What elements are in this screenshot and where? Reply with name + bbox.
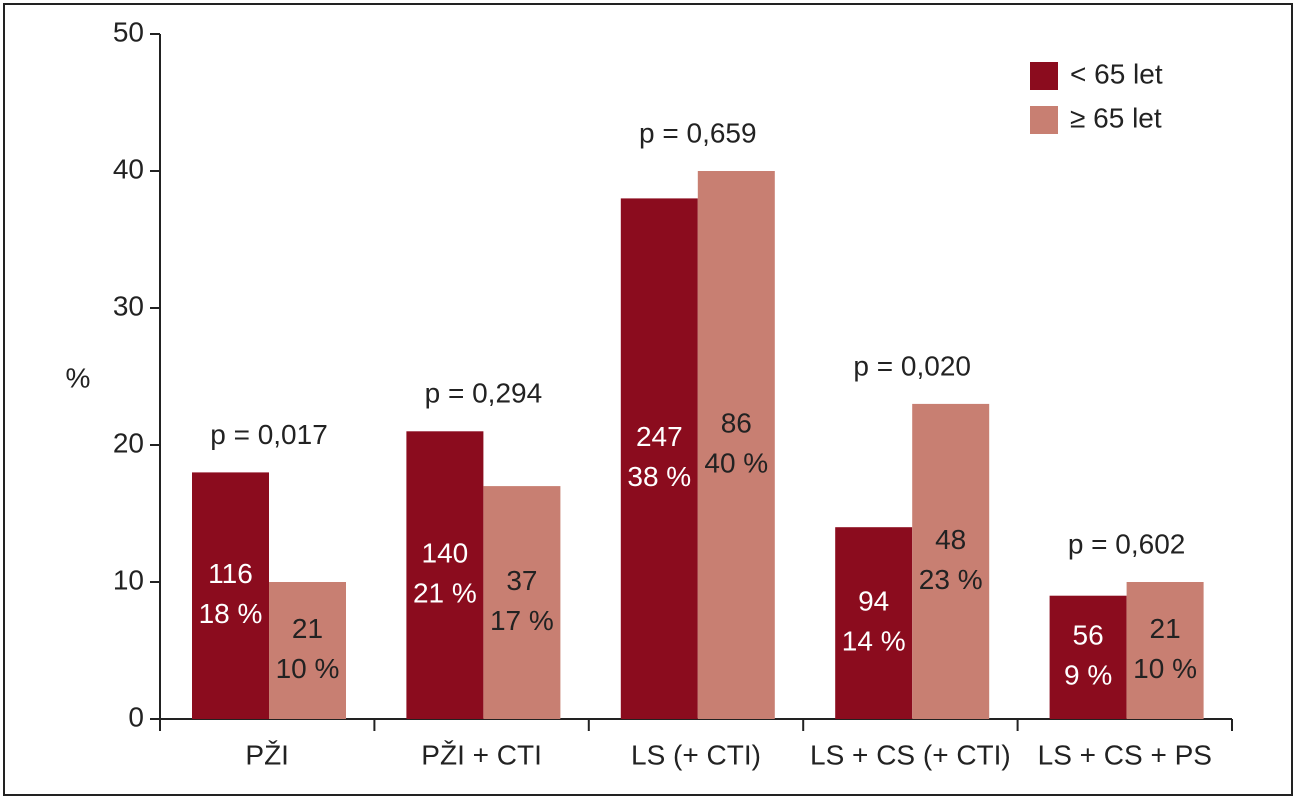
bar [620,198,698,719]
y-tick-label: 20 [113,427,144,458]
legend-swatch [1030,106,1058,134]
bar [912,403,990,719]
y-tick-label: 0 [128,701,144,732]
p-value: p = 0,659 [639,117,757,148]
bar [1126,582,1204,719]
legend-swatch [1030,62,1058,90]
value-label: 10 % [276,653,340,684]
count-label: 247 [636,421,683,452]
bar [192,472,269,719]
x-tick-label: PŽI + CTI [421,739,542,770]
value-label: 9 % [1064,660,1112,691]
bar [697,171,775,719]
y-tick-label: 30 [113,290,144,321]
value-label: 38 % [627,461,691,492]
frame [3,3,1293,796]
legend-label: < 65 let [1070,58,1163,89]
x-tick-label: LS + CS (+ CTI) [810,739,1011,770]
count-label: 86 [721,407,752,438]
value-label: 14 % [842,625,906,656]
count-label: 48 [935,524,966,555]
value-label: 18 % [199,598,263,629]
bar [406,431,484,719]
bar [269,582,346,719]
value-label: 10 % [1133,653,1197,684]
p-value: p = 0,017 [210,419,328,450]
count-label: 94 [858,585,889,616]
count-label: 56 [1073,620,1104,651]
legend-label: ≥ 65 let [1070,102,1162,133]
x-tick-label: PŽI [245,739,289,770]
p-value: p = 0,020 [853,350,971,381]
count-label: 116 [208,558,253,589]
x-tick-label: LS + CS + PS [1038,739,1212,770]
bar [483,486,561,719]
y-axis-label: % [66,362,91,393]
value-label: 23 % [919,564,983,595]
value-label: 40 % [704,447,768,478]
p-value: p = 0,602 [1068,528,1186,559]
y-tick-label: 50 [113,16,144,47]
value-label: 17 % [490,605,554,636]
count-label: 21 [292,613,323,644]
bar [1049,595,1127,719]
count-label: 37 [506,565,537,596]
y-tick-label: 10 [113,564,144,595]
count-label: 140 [422,538,469,569]
value-label: 21 % [413,578,477,609]
count-label: 21 [1150,613,1181,644]
bar [835,527,913,719]
x-tick-label: LS (+ CTI) [631,739,761,770]
p-value: p = 0,294 [425,378,543,409]
y-tick-label: 40 [113,153,144,184]
